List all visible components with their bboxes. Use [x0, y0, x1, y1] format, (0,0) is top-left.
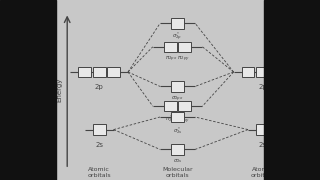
Bar [256, 67, 269, 77]
Text: 2s: 2s [95, 142, 103, 148]
Bar [93, 124, 106, 135]
Bar [78, 67, 91, 77]
Bar [164, 42, 177, 52]
Text: $\pi^*_{2px}\ \pi^*_{2py}$: $\pi^*_{2px}\ \pi^*_{2py}$ [165, 114, 190, 126]
Bar [171, 18, 184, 29]
Bar [179, 101, 191, 111]
Bar [0, 0, 56, 180]
Bar [93, 67, 106, 77]
Text: $\sigma_{2px}$: $\sigma_{2px}$ [171, 94, 184, 104]
Bar [256, 124, 269, 135]
Bar [270, 67, 283, 77]
Text: Atomic
orbitals: Atomic orbitals [87, 167, 111, 178]
Bar [171, 81, 184, 92]
Bar [164, 101, 177, 111]
Bar [242, 67, 254, 77]
Text: Molecular
orbitals: Molecular orbitals [162, 167, 193, 178]
Bar [171, 144, 184, 155]
Text: $\sigma^*_{2p}$: $\sigma^*_{2p}$ [172, 31, 183, 43]
Text: Atomic
orbitals: Atomic orbitals [251, 167, 274, 178]
Bar [107, 67, 120, 77]
Bar [171, 112, 184, 122]
Text: $\pi_{2px}\ \pi_{2py}$: $\pi_{2px}\ \pi_{2py}$ [165, 55, 190, 64]
Text: $\sigma_{2s}$: $\sigma_{2s}$ [173, 157, 182, 165]
Text: 2s: 2s [259, 142, 266, 148]
Text: 2p: 2p [95, 84, 104, 90]
Text: Energy: Energy [56, 78, 62, 102]
Bar [264, 0, 320, 180]
Bar [179, 42, 191, 52]
Text: $\sigma^*_{2s}$: $\sigma^*_{2s}$ [173, 125, 182, 136]
Text: 2p: 2p [258, 84, 267, 90]
